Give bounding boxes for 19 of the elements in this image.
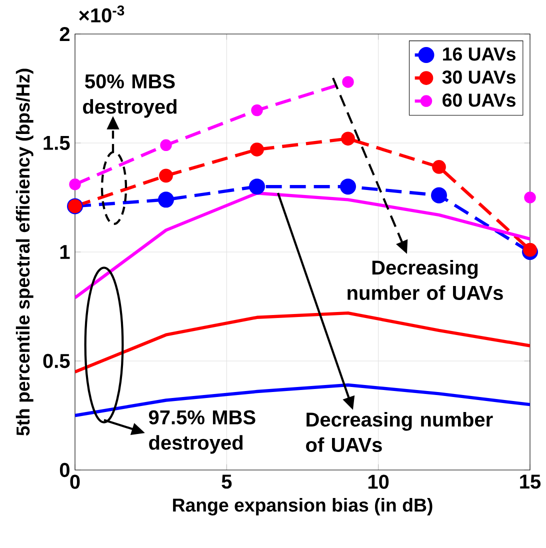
y-tick-label: 0.5 <box>43 354 70 368</box>
legend-label: 30 UAVs <box>442 70 516 84</box>
x-axis-title: Range expansion bias (in dB) <box>173 498 432 516</box>
annotation: Decreasing number of UAVs <box>306 412 493 452</box>
text: ×10$^{-3}$ <box>79 6 124 22</box>
y-axis-title: 5th percentile spectral efficiency (bps/Hz) <box>16 68 34 436</box>
annotation: 97.5% MBS destroyed <box>148 410 256 454</box>
annotation: Decreasing number of UAVs <box>348 260 503 300</box>
annotation: 50% MBS destroyed <box>83 74 176 118</box>
x-tick-label: 0 <box>70 474 80 489</box>
x-tick-label: 5 <box>222 474 232 489</box>
x-tick-label: 10 <box>368 474 389 489</box>
legend-label: 16 UAVs <box>443 47 516 61</box>
y-tick-label: 0 <box>60 462 70 478</box>
y-tick-label: 2 <box>60 27 70 41</box>
y-tick-label: 1.5 <box>44 136 70 150</box>
y-tick-label: 1 <box>60 245 70 259</box>
legend-label: 60 UAVs <box>442 94 516 107</box>
x-tick-label: 15 <box>520 474 541 489</box>
